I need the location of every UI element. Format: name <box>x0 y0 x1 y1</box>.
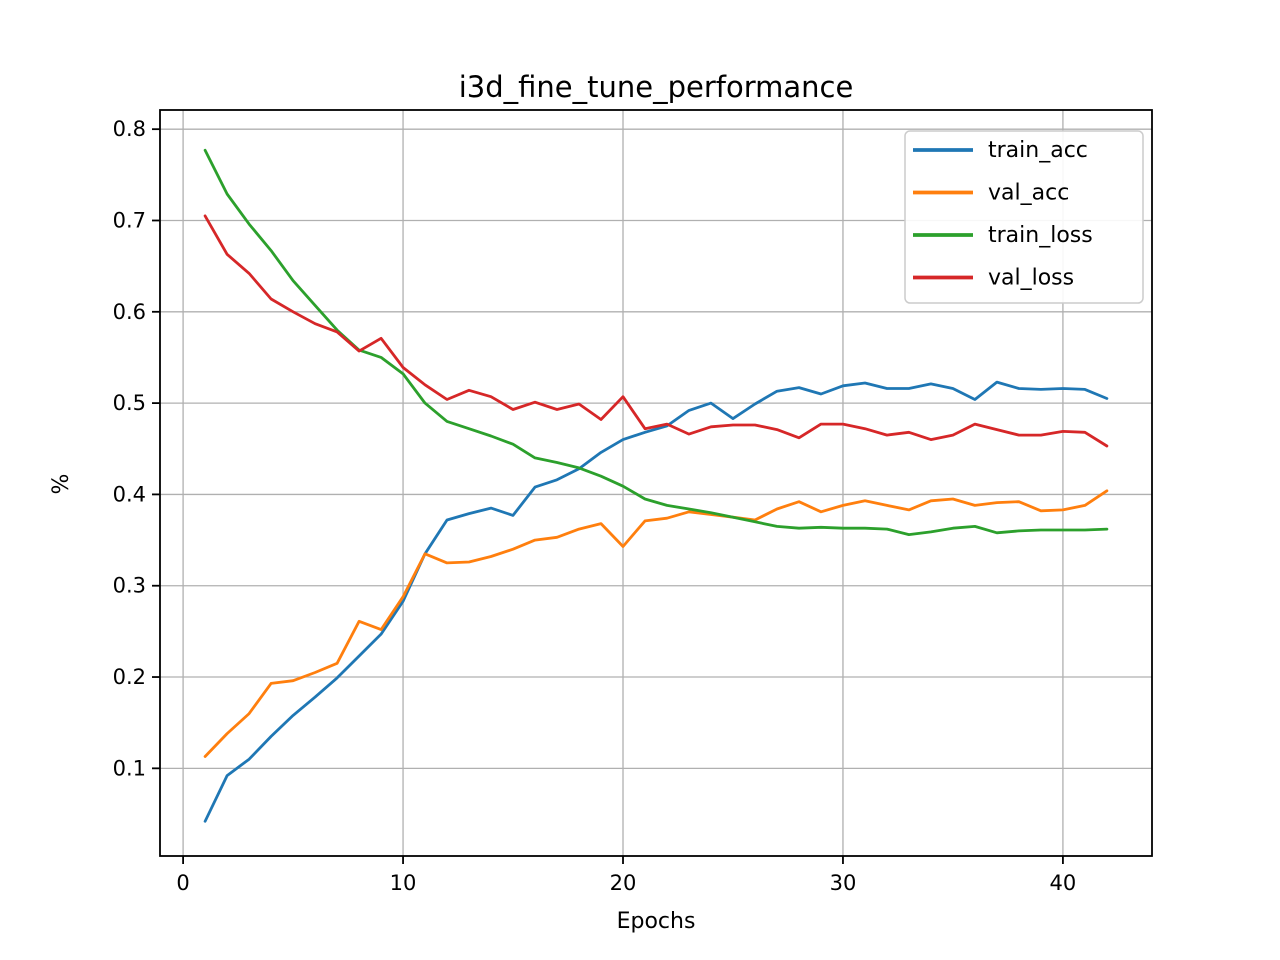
legend-entry-train_acc: train_acc <box>913 138 1088 163</box>
y-tick-label: 0.6 <box>113 300 146 324</box>
x-tick-label: 0 <box>176 871 189 895</box>
legend-entry-label: val_loss <box>988 266 1074 291</box>
y-tick-label: 0.4 <box>113 482 146 506</box>
x-axis-label: Epochs <box>617 909 696 934</box>
y-tick-label: 0.3 <box>113 574 146 598</box>
x-tick-label: 10 <box>390 871 417 895</box>
legend: train_acc val_acc train_loss val_loss <box>904 130 1144 304</box>
y-tick-label: 0.5 <box>113 391 146 415</box>
y-tick-label: 0.7 <box>113 208 146 232</box>
legend-entry-val_loss: val_loss <box>913 266 1074 291</box>
legend-entry-label: train_acc <box>988 138 1088 163</box>
y-tick-label: 0.1 <box>113 756 146 780</box>
x-tick-labels: 0 10 20 30 40 <box>176 871 1076 895</box>
y-axis-label: % <box>49 474 74 495</box>
y-tick-label: 0.2 <box>113 665 146 689</box>
axis-ticks <box>152 128 1064 864</box>
series-line-val_loss <box>203 214 1109 448</box>
series-line-val_acc <box>203 489 1109 758</box>
y-tick-labels: 0.1 0.2 0.3 0.4 0.5 0.6 0.7 0.8 <box>113 117 146 780</box>
legend-box <box>904 130 1144 304</box>
legend-entry-label: val_acc <box>988 181 1069 206</box>
x-tick-label: 30 <box>830 871 857 895</box>
legend-entry-train_loss: train_loss <box>913 223 1093 248</box>
series-line-train_acc <box>203 380 1109 823</box>
legend-entry-label: train_loss <box>988 223 1093 248</box>
chart-title: i3d_fine_tune_performance <box>459 70 854 104</box>
y-tick-label: 0.8 <box>113 117 146 141</box>
x-tick-label: 40 <box>1050 871 1077 895</box>
grid-lines <box>160 110 1152 856</box>
legend-entry-val_acc: val_acc <box>913 181 1069 206</box>
series-lines <box>203 148 1109 823</box>
x-tick-label: 20 <box>610 871 637 895</box>
plot-frame <box>159 109 1153 857</box>
